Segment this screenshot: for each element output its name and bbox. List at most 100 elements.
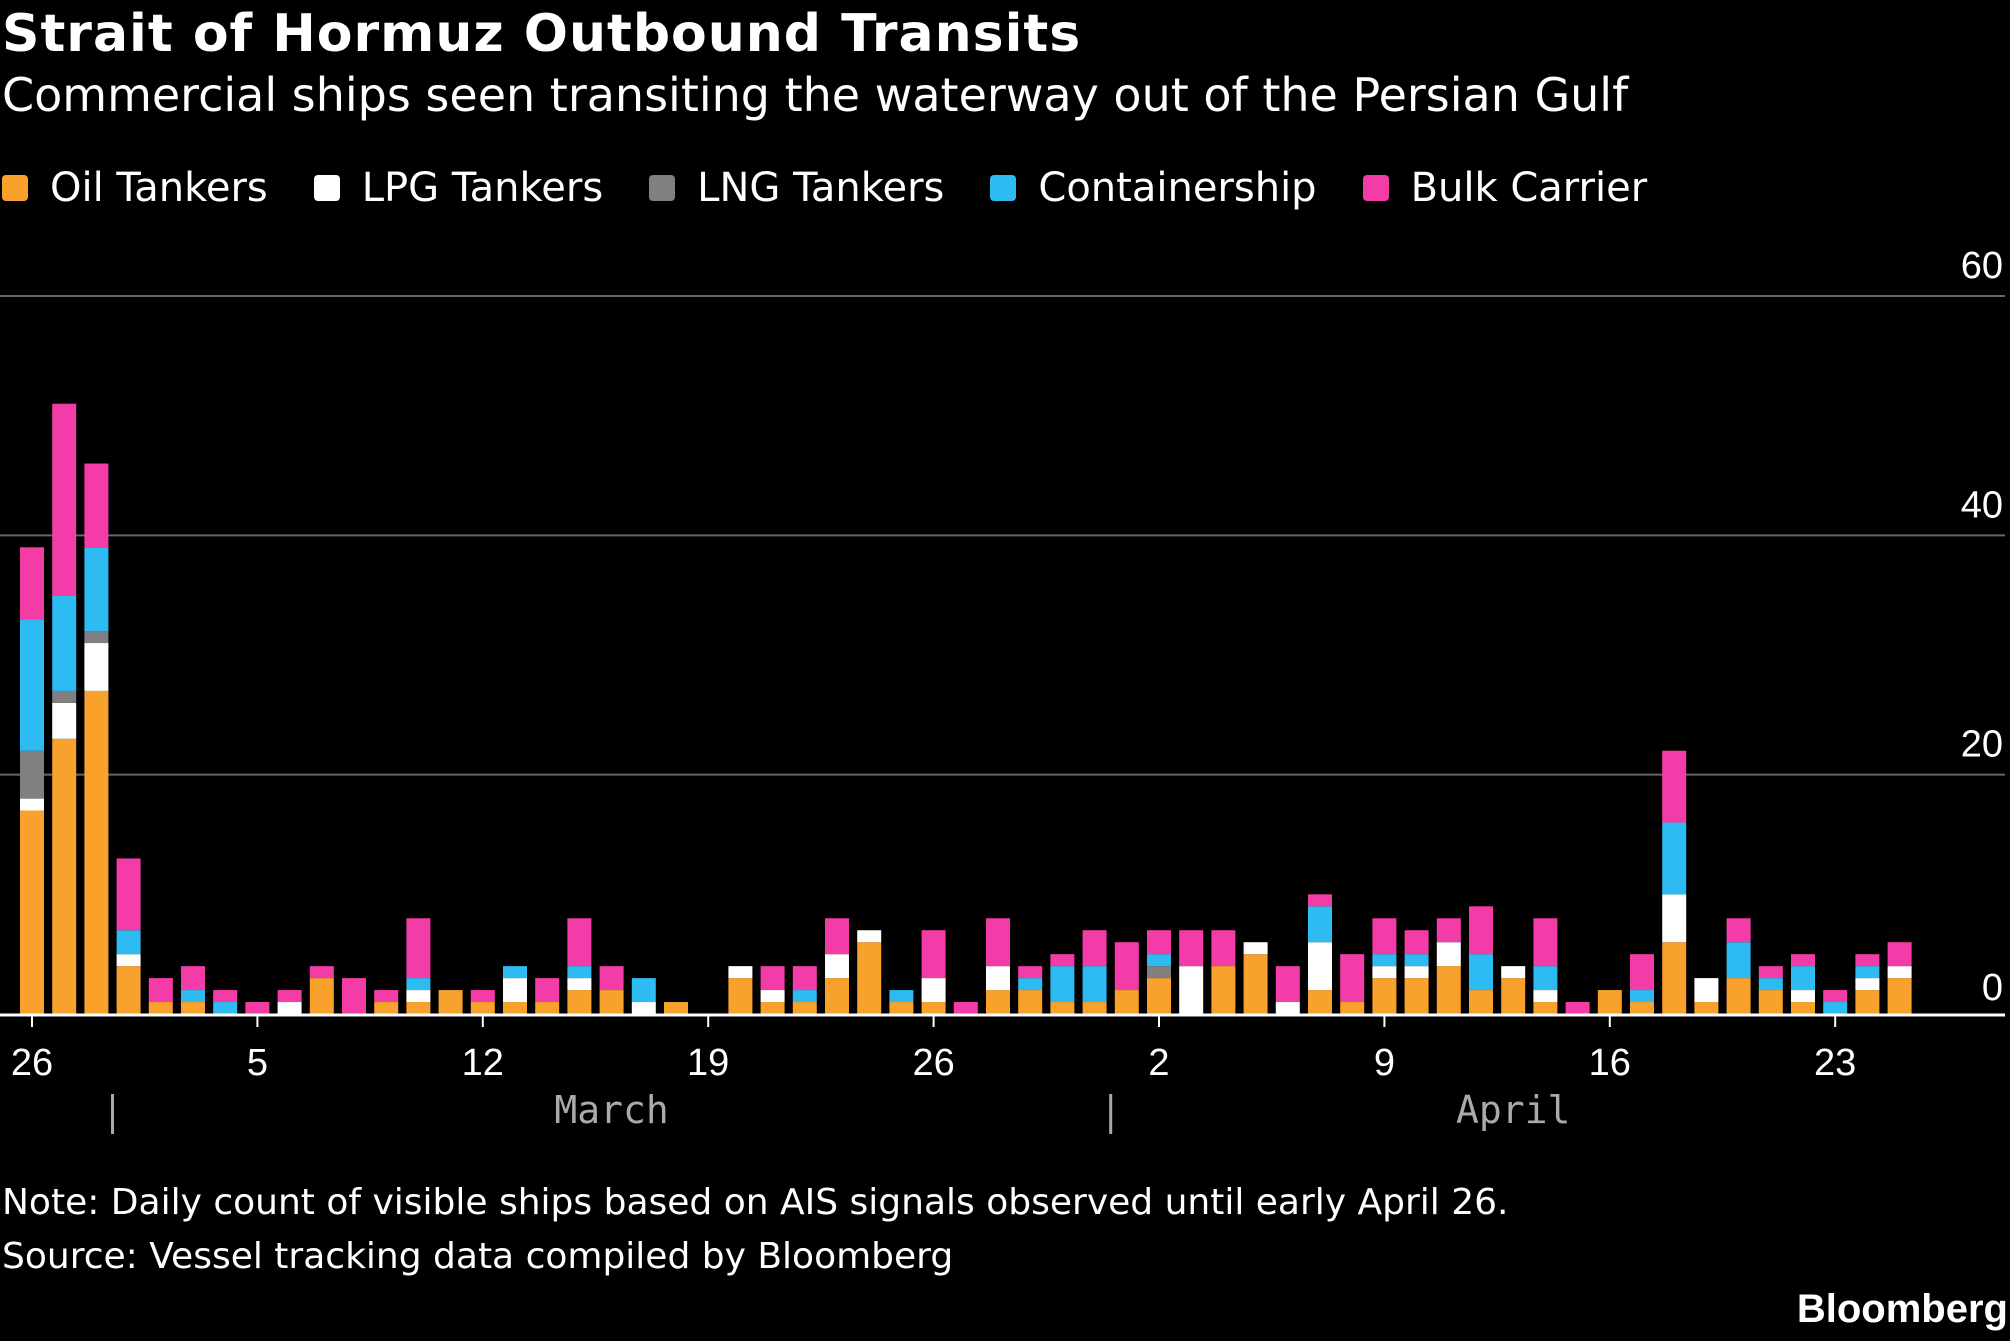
bar-lpg-tankers-28 bbox=[921, 978, 946, 1003]
bar-containership-5 bbox=[181, 990, 205, 1003]
bar-bulk-carrier-45 bbox=[1469, 906, 1493, 955]
bar-lng-tankers-1 bbox=[52, 690, 77, 703]
bar-oil-tankers-52 bbox=[1694, 1002, 1719, 1014]
bar-bulk-carrier-4 bbox=[148, 978, 173, 1003]
bar-bulk-carrier-0 bbox=[20, 547, 44, 620]
x-tick-label-0: 26 bbox=[11, 1042, 53, 1084]
bar-bulk-carrier-29 bbox=[953, 1002, 978, 1014]
bar-containership-45 bbox=[1469, 954, 1493, 991]
axes: 0 20 40 60 26 5 12 19 26 2 9 16 23 March April bbox=[0, 245, 2005, 1134]
legend-item-oil-tankers: Oil Tankers bbox=[0, 165, 268, 211]
bar-oil-tankers-38 bbox=[1243, 954, 1268, 1014]
bar-bulk-carrier-57 bbox=[1855, 954, 1880, 967]
bar-containership-15 bbox=[503, 966, 527, 979]
bar-oil-tankers-25 bbox=[825, 978, 849, 1014]
bar-oil-tankers-40 bbox=[1308, 990, 1332, 1014]
bar-containership-6 bbox=[213, 1002, 238, 1014]
bar-bulk-carrier-8 bbox=[277, 990, 302, 1003]
bar-lpg-tankers-30 bbox=[986, 966, 1010, 991]
bar-bulk-carrier-16 bbox=[535, 978, 560, 1003]
bar-oil-tankers-13 bbox=[438, 990, 463, 1014]
bar-oil-tankers-37 bbox=[1211, 966, 1236, 1014]
bar-oil-tankers-20 bbox=[664, 1002, 688, 1014]
bar-bulk-carrier-44 bbox=[1436, 918, 1461, 943]
bar-lpg-tankers-26 bbox=[857, 930, 882, 943]
bar-oil-tankers-55 bbox=[1791, 1002, 1815, 1014]
legend-item-bulk-carrier: Bulk Carrier bbox=[1361, 165, 1647, 211]
bar-lpg-tankers-17 bbox=[567, 978, 592, 991]
bar-containership-24 bbox=[792, 990, 817, 1003]
bar-lng-tankers-2 bbox=[84, 631, 109, 644]
bar-oil-tankers-0 bbox=[20, 810, 44, 1014]
bar-lpg-tankers-8 bbox=[277, 1002, 302, 1014]
bar-lpg-tankers-12 bbox=[406, 990, 431, 1003]
y-tick-label-40: 40 bbox=[1961, 484, 2003, 526]
bar-bulk-carrier-10 bbox=[342, 978, 366, 1014]
bar-oil-tankers-41 bbox=[1340, 1002, 1365, 1014]
chart-title: Strait of Hormuz Outbound Transits bbox=[2, 4, 1082, 64]
bars bbox=[20, 403, 1912, 1014]
bar-oil-tankers-12 bbox=[406, 1002, 431, 1014]
bar-bulk-carrier-11 bbox=[374, 990, 399, 1003]
bar-containership-50 bbox=[1630, 990, 1654, 1003]
x-tick-label-35: 2 bbox=[1148, 1042, 1169, 1084]
bar-containership-0 bbox=[20, 619, 44, 751]
bar-lng-tankers-0 bbox=[20, 750, 44, 799]
bar-bulk-carrier-51 bbox=[1662, 750, 1687, 823]
legend-label-lng-tankers: LNG Tankers bbox=[697, 165, 945, 211]
bar-oil-tankers-17 bbox=[567, 990, 592, 1014]
bar-oil-tankers-28 bbox=[921, 1002, 946, 1014]
bar-bulk-carrier-41 bbox=[1340, 954, 1365, 1003]
bar-oil-tankers-32 bbox=[1050, 1002, 1075, 1014]
bar-lpg-tankers-58 bbox=[1887, 966, 1912, 979]
legend: Oil Tankers LPG Tankers LNG Tankers Cont… bbox=[0, 160, 1691, 216]
bar-bulk-carrier-37 bbox=[1211, 930, 1236, 967]
bar-lpg-tankers-46 bbox=[1501, 966, 1526, 979]
bar-oil-tankers-14 bbox=[470, 1002, 495, 1014]
bar-bulk-carrier-56 bbox=[1823, 990, 1848, 1003]
bar-lpg-tankers-19 bbox=[631, 1002, 656, 1014]
bar-oil-tankers-15 bbox=[503, 1002, 527, 1014]
bar-oil-tankers-33 bbox=[1082, 1002, 1107, 1014]
bar-oil-tankers-24 bbox=[792, 1002, 817, 1014]
chart-plot: 0 20 40 60 26 5 12 19 26 2 9 16 23 March April bbox=[0, 245, 2005, 1134]
bar-containership-57 bbox=[1855, 966, 1880, 979]
bar-containership-19 bbox=[631, 978, 656, 1003]
bar-bulk-carrier-32 bbox=[1050, 954, 1075, 967]
bar-bulk-carrier-14 bbox=[470, 990, 495, 1003]
bar-bulk-carrier-53 bbox=[1726, 918, 1751, 943]
y-tick-label-0: 0 bbox=[1982, 967, 2003, 1009]
legend-label-oil-tankers: Oil Tankers bbox=[50, 165, 268, 211]
bar-lng-tankers-35 bbox=[1147, 966, 1171, 979]
bar-oil-tankers-27 bbox=[889, 1002, 914, 1014]
bar-lpg-tankers-51 bbox=[1662, 894, 1687, 943]
bar-lpg-tankers-3 bbox=[116, 954, 141, 967]
footnote: Note: Daily count of visible ships based… bbox=[2, 1182, 1509, 1223]
legend-swatch-containership bbox=[990, 175, 1017, 201]
bar-containership-17 bbox=[567, 966, 592, 979]
bar-oil-tankers-5 bbox=[181, 1002, 205, 1014]
bar-oil-tankers-53 bbox=[1726, 978, 1751, 1014]
month-label-april: April bbox=[1456, 1088, 1570, 1132]
bar-bulk-carrier-40 bbox=[1308, 894, 1332, 907]
bar-containership-2 bbox=[84, 547, 109, 632]
bar-bulk-carrier-50 bbox=[1630, 954, 1654, 991]
bar-bulk-carrier-39 bbox=[1275, 966, 1300, 1003]
x-tick-label-21: 19 bbox=[687, 1042, 729, 1084]
bar-oil-tankers-9 bbox=[309, 978, 334, 1014]
bar-lpg-tankers-15 bbox=[503, 978, 527, 1003]
bar-bulk-carrier-48 bbox=[1565, 1002, 1590, 1014]
bar-bulk-carrier-28 bbox=[921, 930, 946, 979]
bar-lpg-tankers-2 bbox=[84, 643, 109, 691]
bar-bulk-carrier-42 bbox=[1372, 918, 1397, 955]
bar-bulk-carrier-12 bbox=[406, 918, 431, 979]
bar-bulk-carrier-17 bbox=[567, 918, 592, 967]
bar-containership-32 bbox=[1050, 966, 1075, 1003]
chart-subtitle: Commercial ships seen transiting the wat… bbox=[2, 68, 1629, 122]
bar-lpg-tankers-22 bbox=[728, 966, 753, 979]
bar-oil-tankers-50 bbox=[1630, 1002, 1654, 1014]
x-tick-label-14: 12 bbox=[462, 1042, 504, 1084]
bar-oil-tankers-3 bbox=[116, 966, 141, 1014]
bar-bulk-carrier-34 bbox=[1114, 942, 1139, 991]
bar-oil-tankers-47 bbox=[1533, 1002, 1558, 1014]
